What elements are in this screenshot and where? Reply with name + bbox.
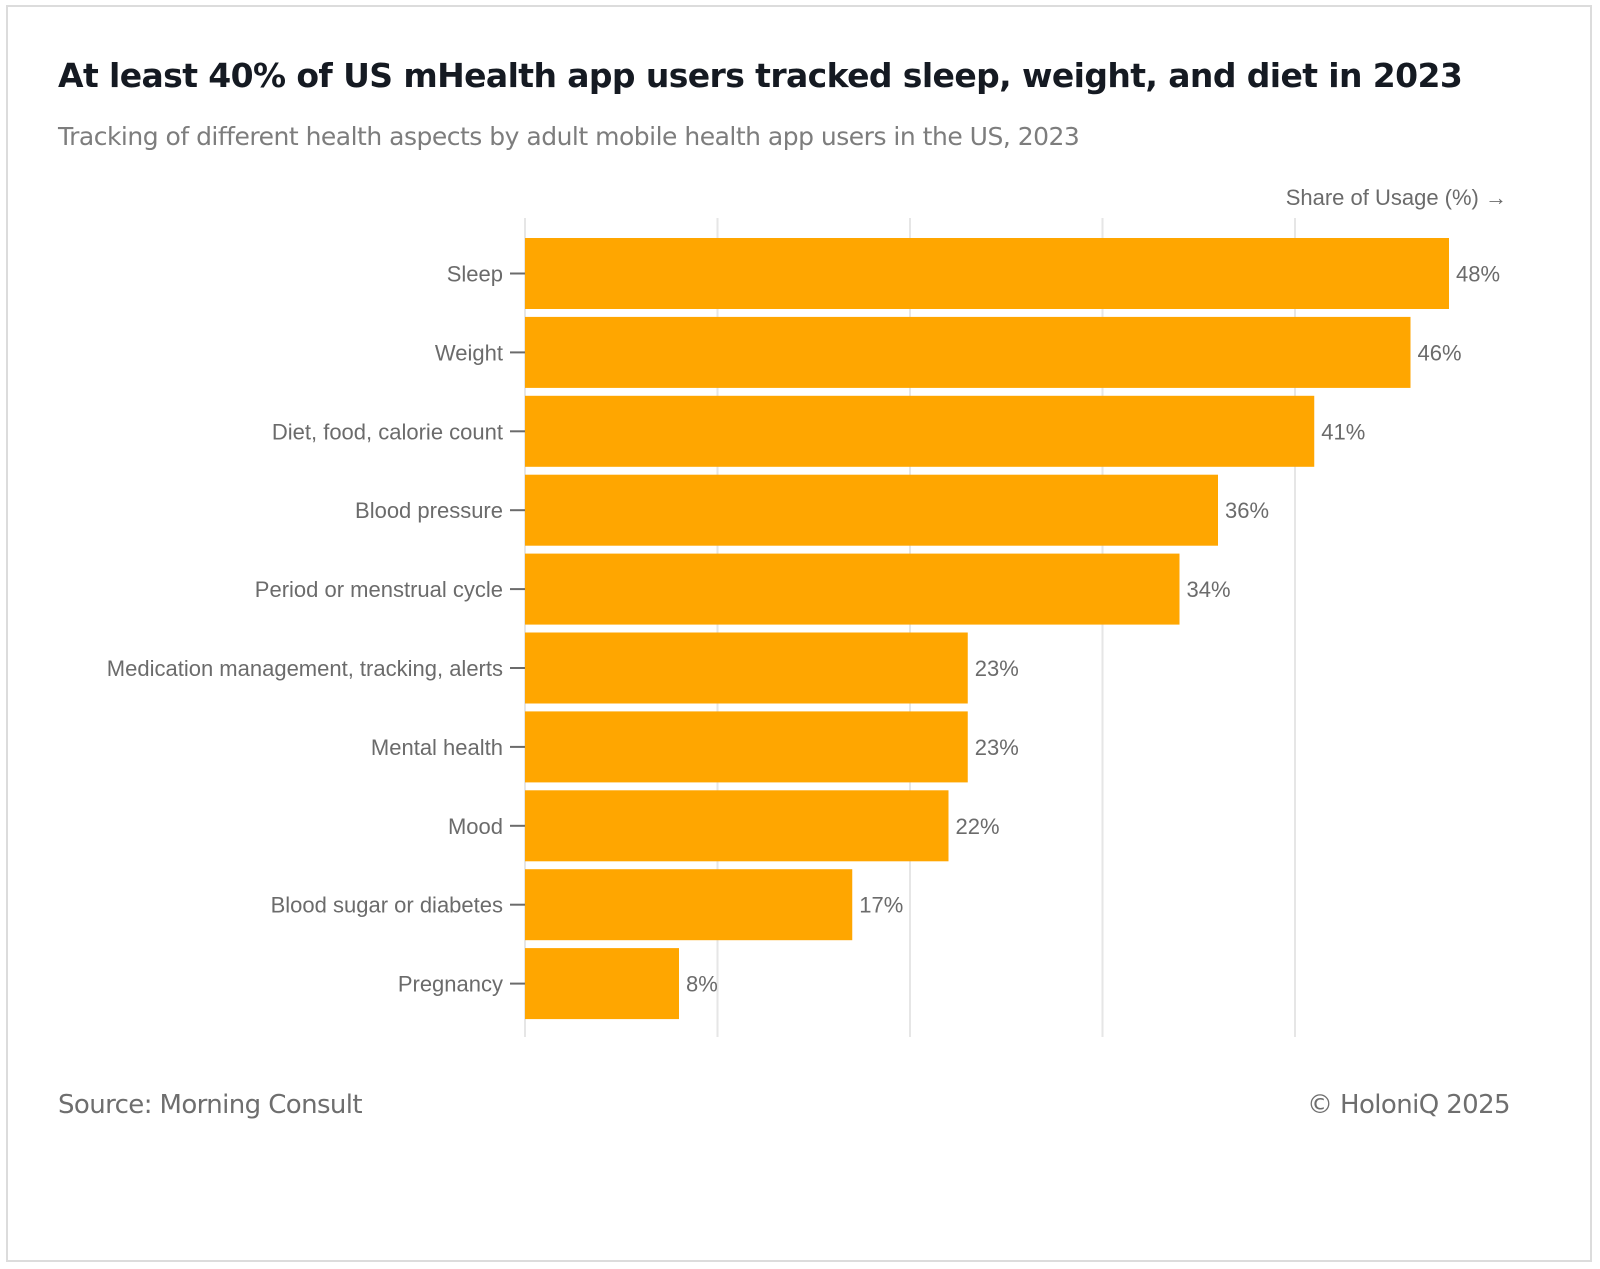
value-label: 34%	[1187, 577, 1231, 602]
category-label: Blood pressure	[355, 498, 503, 523]
category-label: Weight	[435, 340, 503, 365]
category-label: Blood sugar or diabetes	[271, 893, 503, 918]
value-label: 36%	[1225, 498, 1269, 523]
category-label: Mental health	[371, 735, 503, 760]
value-label: 23%	[975, 735, 1019, 760]
bar	[525, 790, 949, 862]
value-label: 22%	[956, 814, 1000, 839]
chart-title: At least 40% of US mHealth app users tra…	[58, 56, 1463, 95]
source-note: Source: Morning Consult	[58, 1090, 363, 1120]
bar	[525, 553, 1180, 625]
value-label: 17%	[859, 893, 903, 918]
category-label: Diet, food, calorie count	[272, 419, 503, 444]
category-label: Period or menstrual cycle	[255, 577, 503, 602]
bar	[525, 395, 1315, 467]
value-label: 41%	[1321, 419, 1365, 444]
category-labels: Sleep Weight Diet, food, calorie count Bloo…	[107, 262, 525, 997]
value-label: 46%	[1418, 340, 1462, 365]
bar	[525, 238, 1449, 309]
value-label: 23%	[975, 656, 1019, 681]
bar	[525, 711, 968, 783]
category-label: Mood	[448, 814, 503, 839]
chart-subtitle: Tracking of different health aspects by …	[58, 122, 1080, 151]
category-label: Medication management, tracking, alerts	[107, 656, 503, 681]
bar	[525, 316, 1411, 388]
copyright-note: © HoloniQ 2025	[1306, 1090, 1511, 1120]
bars	[525, 238, 1449, 1020]
value-label: 8%	[686, 972, 718, 997]
bar	[525, 869, 853, 941]
bar	[525, 632, 968, 704]
bar	[525, 948, 679, 1020]
category-label: Sleep	[447, 262, 503, 287]
value-label: 48%	[1456, 262, 1500, 287]
bar	[525, 474, 1218, 546]
x-axis-label: Share of Usage (%) →	[1286, 185, 1507, 210]
category-label: Pregnancy	[398, 972, 503, 997]
value-labels: 48% 46% 41% 36% 34% 23% 23% 22% 17% 8%	[686, 262, 1500, 997]
